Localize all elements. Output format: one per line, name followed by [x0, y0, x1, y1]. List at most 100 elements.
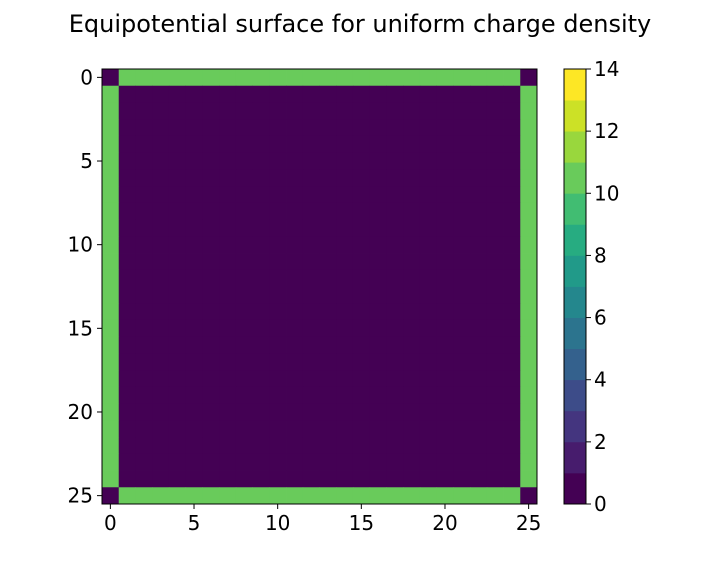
heatmap-cell — [319, 269, 337, 287]
heatmap-cell — [152, 487, 170, 505]
heatmap-cell — [436, 286, 454, 304]
heatmap-cell — [419, 386, 438, 405]
heatmap-cell — [118, 85, 136, 103]
heatmap-cell — [436, 453, 454, 471]
heatmap-cell — [302, 269, 320, 287]
heatmap-cell — [486, 403, 504, 421]
heatmap-cell — [118, 370, 136, 388]
heatmap-cell — [503, 437, 521, 455]
heatmap-cell — [520, 487, 538, 505]
heatmap-cell — [336, 336, 354, 354]
heatmap-cell — [202, 102, 220, 120]
heatmap-cell — [252, 336, 270, 354]
heatmap-cell — [252, 286, 270, 304]
heatmap-cell — [369, 219, 387, 237]
heatmap-cell — [453, 253, 471, 271]
heatmap-cell — [135, 202, 153, 220]
heatmap-cell — [486, 119, 504, 137]
heatmap-cell — [369, 470, 387, 488]
heatmap-cell — [219, 269, 237, 287]
heatmap-cell — [235, 69, 253, 87]
heatmap-cell — [102, 269, 120, 287]
heatmap-cell — [503, 69, 521, 87]
heatmap-cell — [135, 69, 153, 87]
heatmap-cell — [118, 453, 136, 471]
heatmap-cell — [219, 303, 237, 321]
heatmap-cell — [436, 202, 454, 220]
heatmap-cell — [436, 336, 454, 354]
heatmap-cell — [419, 219, 438, 237]
heatmap-cell — [436, 353, 454, 371]
heatmap-cell — [403, 319, 421, 338]
heatmap-cell — [286, 437, 304, 455]
heatmap-cell — [118, 487, 136, 505]
y-tick-label: 15 — [68, 316, 93, 340]
heatmap-cell — [269, 420, 287, 438]
heatmap-cell — [352, 85, 371, 103]
colorbar-segment — [564, 317, 586, 350]
heatmap-cell — [252, 85, 270, 103]
heatmap-cell — [336, 487, 354, 505]
heatmap-cell — [168, 303, 187, 321]
colorbar-tick-label: 12 — [594, 119, 619, 143]
heatmap-cell — [520, 353, 538, 371]
heatmap-cell — [152, 269, 170, 287]
heatmap-cell — [202, 487, 220, 505]
heatmap-cell — [453, 403, 471, 421]
heatmap-cell — [135, 303, 153, 321]
heatmap-cell — [168, 319, 187, 338]
heatmap-cell — [286, 119, 304, 137]
heatmap-cell — [152, 370, 170, 388]
heatmap-cell — [319, 336, 337, 354]
heatmap-cell — [152, 219, 170, 237]
heatmap-cell — [252, 169, 270, 187]
heatmap-cell — [336, 437, 354, 455]
heatmap-cell — [403, 370, 421, 388]
heatmap-cell — [369, 353, 387, 371]
heatmap-cell — [168, 420, 187, 438]
heatmap-cell — [168, 286, 187, 304]
heatmap-cell — [453, 453, 471, 471]
heatmap-cell — [219, 102, 237, 120]
heatmap-cell — [252, 437, 270, 455]
heatmap-cell — [135, 169, 153, 187]
heatmap-cell — [118, 303, 136, 321]
heatmap-cell — [369, 403, 387, 421]
heatmap-cell — [219, 236, 237, 254]
heatmap-cell — [352, 169, 371, 187]
heatmap-cell — [269, 487, 287, 505]
heatmap-cell — [152, 386, 170, 405]
heatmap-cell — [219, 202, 237, 220]
heatmap-cell — [453, 303, 471, 321]
heatmap-cell — [286, 487, 304, 505]
heatmap-cell — [520, 286, 538, 304]
heatmap-cell — [419, 119, 438, 137]
heatmap-cell — [369, 236, 387, 254]
heatmap-cell — [118, 353, 136, 371]
heatmap-cell — [286, 269, 304, 287]
heatmap-cell — [185, 253, 203, 271]
heatmap-cell — [352, 336, 371, 354]
heatmap-cell — [352, 487, 371, 505]
heatmap-cell — [269, 102, 287, 120]
heatmap-cell — [152, 119, 170, 137]
heatmap-cell — [202, 370, 220, 388]
heatmap-cell — [269, 303, 287, 321]
heatmap-cell — [520, 119, 538, 137]
heatmap-cell — [352, 453, 371, 471]
heatmap-cell — [319, 202, 337, 220]
heatmap-cell — [486, 420, 504, 438]
heatmap-cell — [102, 403, 120, 421]
heatmap-cell — [319, 386, 337, 405]
heatmap-cell — [102, 253, 120, 271]
heatmap-cell — [235, 219, 253, 237]
heatmap-cell — [152, 437, 170, 455]
heatmap-cell — [436, 119, 454, 137]
heatmap-cell — [152, 102, 170, 120]
heatmap-cell — [436, 253, 454, 271]
heatmap-cell — [168, 236, 187, 254]
heatmap-cell — [252, 303, 270, 321]
colorbar-segment — [564, 348, 586, 381]
heatmap-cell — [403, 135, 421, 154]
heatmap-cell — [185, 152, 203, 170]
